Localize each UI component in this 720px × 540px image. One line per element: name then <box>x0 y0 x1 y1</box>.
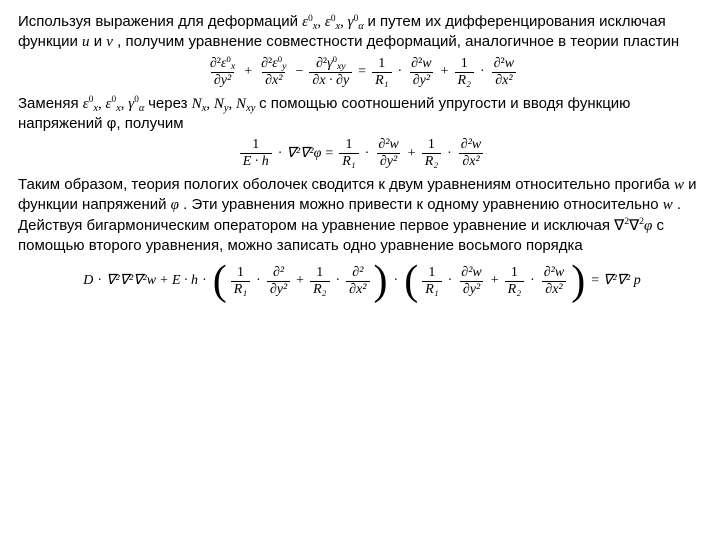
p2-text-b: через <box>148 95 192 112</box>
inline-strains-2: ε0x, ε0x, γ0α <box>83 96 148 112</box>
p1-text-c: и <box>94 33 107 50</box>
equation-1: ∂²ε0x ∂y² + ∂²ε0y ∂x² − ∂²γ0xy ∂x · ∂y =… <box>18 57 706 88</box>
p1-text-a: Используя выражения для деформаций <box>18 13 302 30</box>
p3-text-c: . Эти уравнения можно привести к одному … <box>183 196 663 213</box>
inline-phi: φ <box>171 197 179 213</box>
paragraph-2: Заменяя ε0x, ε0x, γ0α через Nx, Ny, Nxy … <box>18 94 706 135</box>
paragraph-3: Таким образом, теория пологих оболочек с… <box>18 175 706 256</box>
paragraph-1: Используя выражения для деформаций ε0x, … <box>18 12 706 53</box>
inline-u: u <box>82 34 90 50</box>
p1-text-d: , получим уравнение совместности деформа… <box>117 33 679 50</box>
p3-text-a: Таким образом, теория пологих оболочек с… <box>18 176 674 193</box>
equation-2: 1 E · h · ∇²∇²φ = 1 R₁ · ∂²w ∂y² + 1 R₂ … <box>18 138 706 169</box>
inline-w: w <box>674 177 684 193</box>
equation-3: D · ∇²∇²∇²w + E · h · ( 1 R₁ · ∂² ∂y² + … <box>18 260 706 302</box>
inline-N: Nx, Ny, Nxy <box>192 96 259 112</box>
inline-w-2: w <box>663 197 673 213</box>
inline-v: v <box>106 34 113 50</box>
p2-text-a: Заменяя <box>18 95 83 112</box>
inline-biharm: ∇2∇2φ <box>614 218 652 234</box>
inline-strains: ε0x, ε0x, γ0α <box>302 14 367 30</box>
